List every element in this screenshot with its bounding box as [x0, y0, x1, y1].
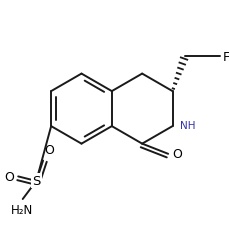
Text: S: S [32, 175, 40, 188]
Text: O: O [44, 143, 54, 156]
Text: F: F [222, 50, 229, 63]
Text: H₂N: H₂N [11, 203, 33, 216]
Text: O: O [4, 170, 14, 183]
Text: O: O [172, 148, 181, 161]
Text: NH: NH [179, 120, 194, 130]
